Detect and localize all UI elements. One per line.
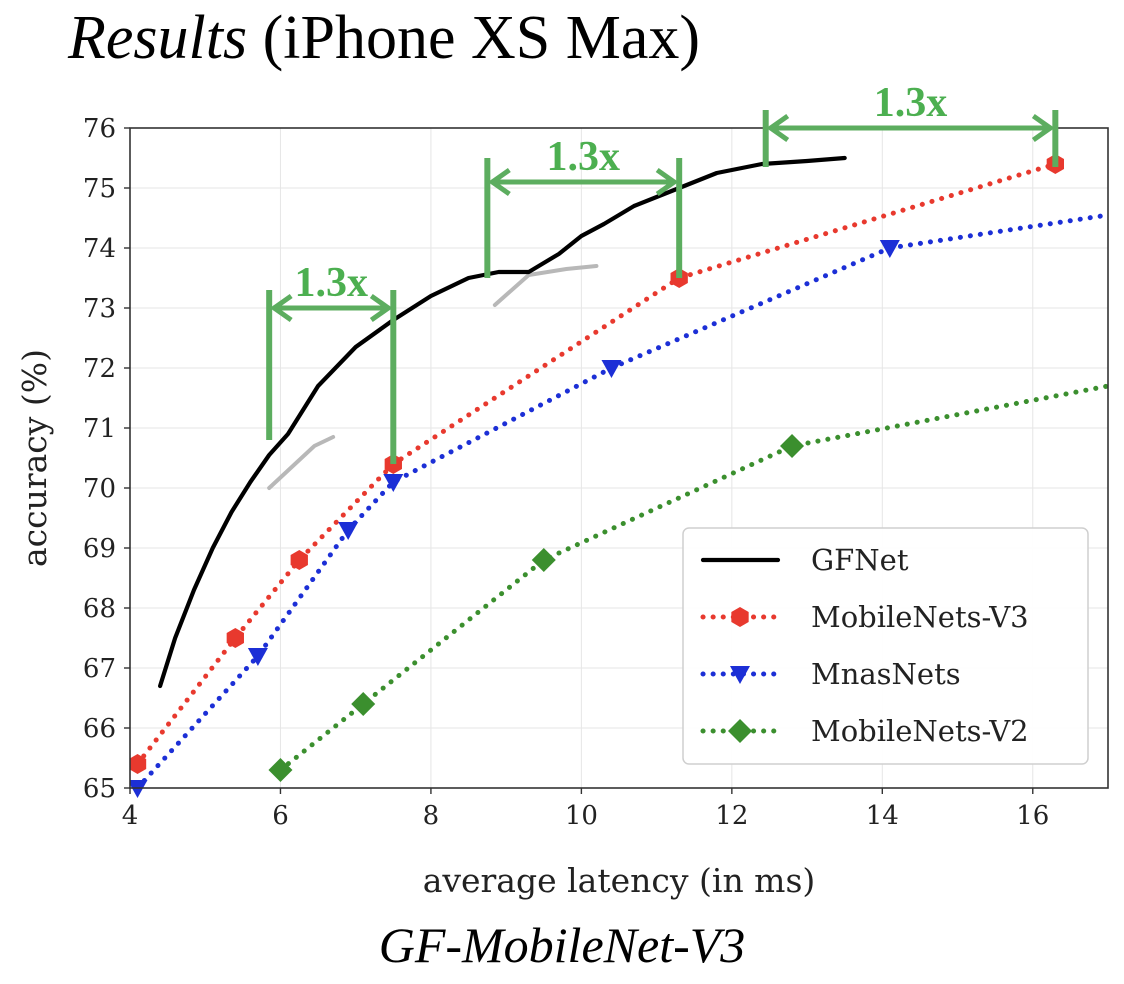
figure-caption: GF-MobileNet-V3 (378, 917, 746, 973)
data-point-mnasnets (383, 474, 404, 492)
data-point-mobilenets-v2 (780, 434, 805, 458)
annotation-label: 1.3x (294, 260, 368, 306)
legend-marker-mobilenets-v2 (728, 719, 752, 743)
x-axis-label: average latency (in ms) (423, 861, 816, 900)
x-tick-label: 4 (122, 801, 139, 831)
series-line-mobilenets-v2 (277, 383, 1108, 773)
annotation-arrowhead-right (1031, 113, 1055, 143)
y-tick-label: 75 (83, 174, 116, 204)
page-title-rest: (iPhone XS Max) (247, 4, 701, 72)
legend-marker-mnasnets (730, 666, 750, 684)
data-point-mobilenets-v3 (130, 754, 147, 774)
annotation-label: 1.3x (874, 80, 948, 126)
x-tick-label: 12 (715, 801, 748, 831)
data-point-mobilenets-v2 (351, 692, 376, 716)
speedup-annotation: 1.3x (266, 260, 397, 464)
y-tick-label: 73 (83, 294, 116, 324)
data-point-mnasnets (130, 780, 148, 798)
y-tick-label: 67 (83, 654, 116, 684)
y-tick-label: 74 (83, 234, 116, 264)
series-line-mobilenets-v3 (135, 161, 1058, 767)
x-tick-label: 14 (866, 801, 899, 831)
y-tick-label: 65 (83, 774, 116, 804)
data-point-mnasnets (338, 522, 359, 540)
annotation-arrowhead-left (488, 167, 511, 197)
legend-label-gfnet: GFNet (811, 543, 909, 577)
data-point-mobilenets-v3 (290, 550, 308, 570)
data-point-mnasnets (879, 240, 900, 258)
x-tick-label: 16 (1016, 801, 1049, 831)
y-tick-label: 66 (83, 714, 116, 744)
series-group (130, 154, 1108, 798)
speedup-annotation: 1.3x (484, 134, 683, 278)
y-tick-label: 70 (83, 474, 116, 504)
y-tick-label: 71 (83, 414, 116, 444)
legend-box (682, 527, 1089, 765)
data-point-mobilenets-v2 (531, 548, 556, 572)
annotation-label: 1.3x (547, 134, 621, 180)
speedup-annotation: 1.3x (762, 80, 1059, 167)
faint-curve-segment (492, 264, 599, 307)
x-tick-label: 6 (272, 801, 289, 831)
faint-curve-segment (267, 435, 336, 490)
x-tick-label: 10 (565, 801, 598, 831)
legend-label-mobilenets-v3: MobileNets-V3 (811, 600, 1029, 634)
faint-segments (267, 264, 599, 490)
annotation-arrowhead-left (269, 293, 293, 323)
data-point-mnasnets (601, 360, 622, 378)
data-point-mobilenets-v2 (268, 758, 293, 782)
data-point-mnasnets (247, 648, 268, 666)
series-layer (130, 154, 1108, 798)
annotation-arrowhead-right (369, 293, 393, 323)
speedup-annotations: 1.3x 1.3x 1.3x (266, 80, 1059, 464)
annotation-arrowhead-left (766, 113, 790, 143)
legend-label-mnasnets: MnasNets (811, 657, 961, 691)
annotation-arrowhead-right (655, 167, 679, 197)
plot-frame (129, 127, 1109, 789)
y-axis-label: accuracy (%) (15, 349, 54, 567)
legend-marker-mobilenets-v3 (731, 607, 749, 627)
y-tick-label: 72 (83, 354, 116, 384)
data-point-mobilenets-v3 (226, 628, 244, 648)
x-tick-label: 8 (423, 801, 440, 831)
y-tick-label: 69 (83, 534, 116, 564)
y-tick-label: 76 (83, 114, 116, 144)
legend: GFNet MobileNets-V3 MnasNets MobileNets-V2 (682, 527, 1089, 765)
legend-label-mobilenets-v2: MobileNets-V2 (811, 714, 1029, 748)
page-title: Results (iPhone XS Max) (68, 4, 700, 72)
page-title-italic: Results (68, 4, 248, 72)
y-tick-label: 68 (83, 594, 116, 624)
